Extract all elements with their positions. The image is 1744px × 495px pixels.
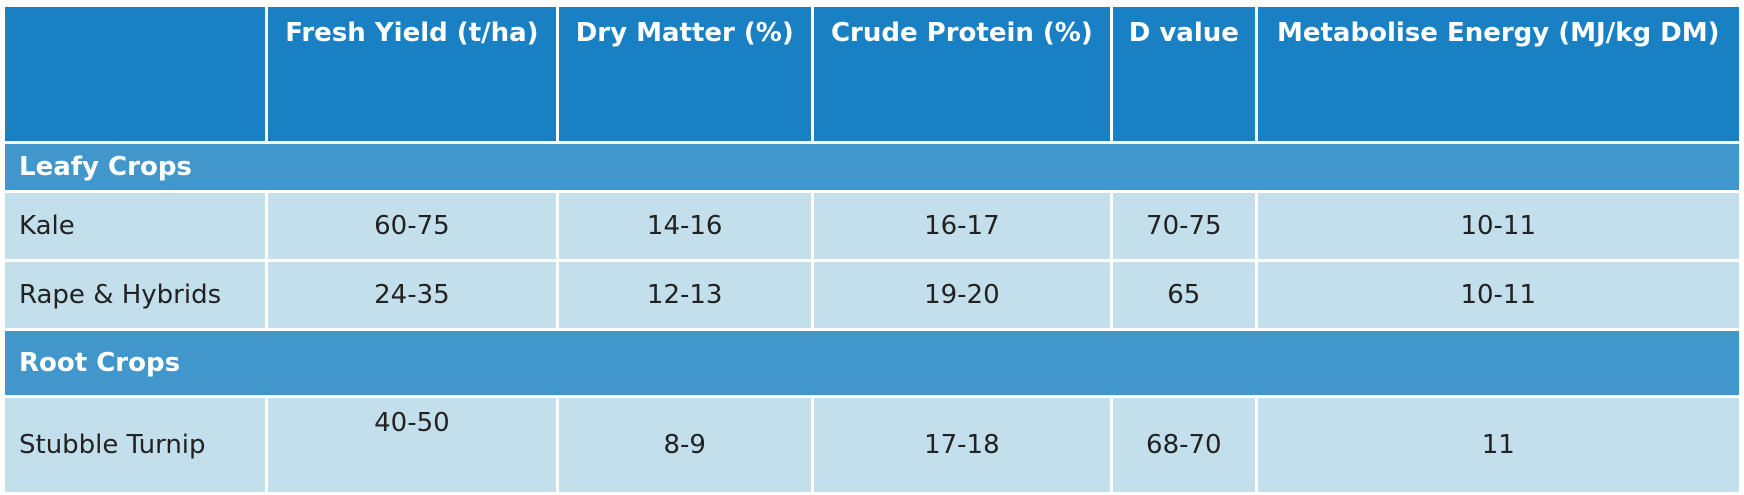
header-crude-protein: Crude Protein (%) [813,7,1111,141]
cell-fresh-yield: 60-75 [268,193,556,259]
cell-fresh-yield: 40-50 [268,398,556,492]
crop-name: Stubble Turnip [5,398,265,492]
header-metabolise-energy: Metabolise Energy (MJ/kg DM) [1257,7,1739,141]
header-row: Fresh Yield (t/ha) Dry Matter (%) Crude … [5,7,1739,141]
cell-dry-matter: 12-13 [558,262,811,328]
cell-d-value: 70-75 [1113,193,1255,259]
table-row: Stubble Turnip 40-50 8-9 17-18 68-70 11 [5,398,1739,492]
section-row: Leafy Crops [5,144,1739,190]
section-row: Root Crops [5,331,1739,395]
header-d-value: D value [1113,7,1255,141]
header-corner [5,7,265,141]
cell-metabolise-energy: 11 [1257,398,1739,492]
section-title: Leafy Crops [5,144,1739,190]
cell-dry-matter: 8-9 [558,398,811,492]
cell-fresh-yield: 24-35 [268,262,556,328]
cell-crude-protein: 17-18 [813,398,1111,492]
cell-d-value: 68-70 [1113,398,1255,492]
cell-dry-matter: 14-16 [558,193,811,259]
section-title: Root Crops [5,331,1739,395]
cell-crude-protein: 16-17 [813,193,1111,259]
cell-crude-protein: 19-20 [813,262,1111,328]
cell-metabolise-energy: 10-11 [1257,193,1739,259]
table-row: Kale 60-75 14-16 16-17 70-75 10-11 [5,193,1739,259]
crop-name: Rape & Hybrids [5,262,265,328]
forage-crop-table: Fresh Yield (t/ha) Dry Matter (%) Crude … [2,4,1742,495]
crop-name: Kale [5,193,265,259]
table-row: Rape & Hybrids 24-35 12-13 19-20 65 10-1… [5,262,1739,328]
header-dry-matter: Dry Matter (%) [558,7,811,141]
header-fresh-yield: Fresh Yield (t/ha) [268,7,556,141]
cell-d-value: 65 [1113,262,1255,328]
cell-metabolise-energy: 10-11 [1257,262,1739,328]
